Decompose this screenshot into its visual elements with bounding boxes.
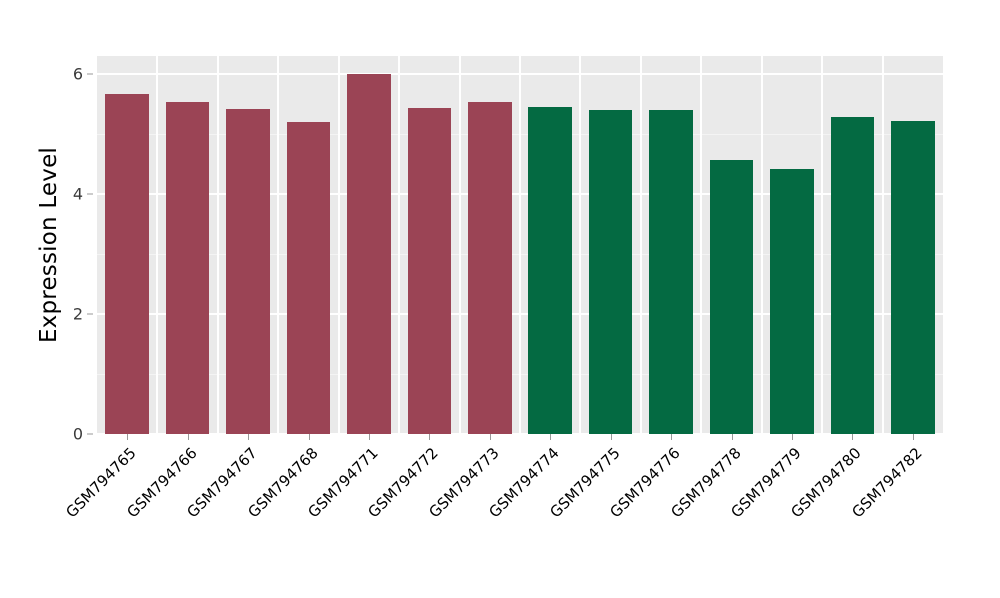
y-tick-mark [87,313,93,315]
bar [286,122,331,434]
y-tick-label: 0 [72,424,83,444]
bar [165,101,210,434]
bar [649,110,693,434]
x-tick-mark [308,434,310,440]
y-tick-label: 2 [72,304,83,324]
y-tick-mark [87,193,93,195]
y-tick-label: 4 [72,184,83,204]
x-tick-mark [127,434,129,440]
bars-layer [97,56,943,434]
bar [528,107,572,434]
y-axis: 0 2 4 6 [0,0,97,580]
bar [709,159,754,434]
gridline-minor-vertical [398,56,401,434]
gridline-minor-vertical [216,56,219,434]
gridline-minor-vertical [337,56,340,434]
gridline-minor-vertical [519,56,521,434]
x-tick-mark [731,434,733,440]
plot-panel [97,56,943,434]
bar [226,109,270,434]
bar [347,74,391,434]
x-tick-mark [429,434,431,440]
x-tick-mark [550,434,552,440]
x-tick-mark [187,434,189,440]
gridline-minor-vertical [881,56,884,434]
gridline-minor-vertical [760,56,763,434]
gridline-minor-vertical [700,56,703,434]
gridline-minor-vertical [277,56,280,434]
bar [770,169,814,434]
gridline-minor-vertical [579,56,582,434]
x-tick-mark [912,434,914,440]
y-tick-mark [87,433,93,435]
bar [105,93,149,434]
x-tick-mark [248,434,250,440]
x-tick-mark [852,434,854,440]
bar [891,121,935,434]
gridline-minor-vertical [821,56,824,434]
y-tick-label: 6 [72,64,83,84]
gridline-minor-vertical [639,56,642,434]
gridline-minor-vertical [156,56,159,434]
bar [830,116,875,434]
gridline-minor-vertical [458,56,461,434]
x-tick-mark [368,434,370,440]
x-tick-mark [671,434,673,440]
bar [588,110,633,434]
bar [468,102,512,434]
y-tick-mark [87,73,93,75]
x-tick-mark [489,434,491,440]
x-axis: GSM794765 GSM794766 GSM794767 GSM794768 GSM7… [63,434,943,580]
x-tick-mark [610,434,612,440]
bar [407,107,452,434]
x-tick-mark [791,434,793,440]
